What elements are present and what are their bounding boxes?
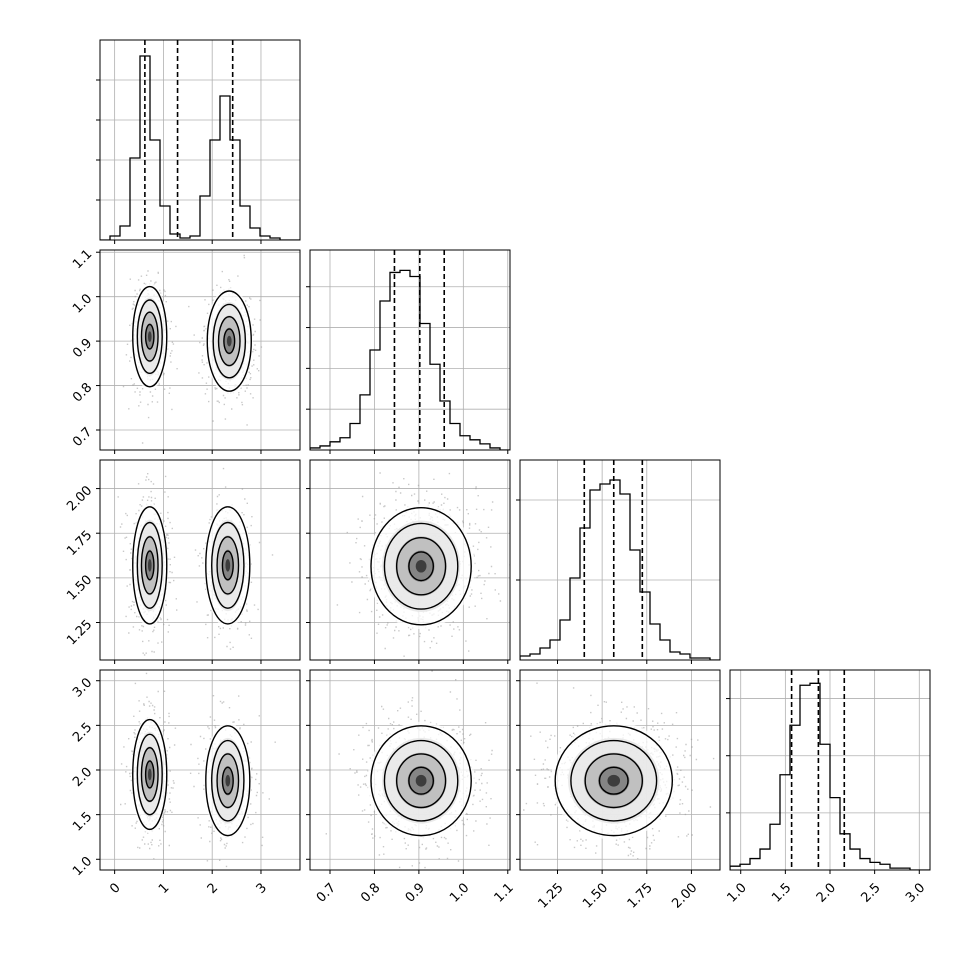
density-contour	[370, 725, 472, 837]
density-contour	[216, 753, 240, 809]
histogram-panel-0	[96, 39, 301, 244]
density-contour	[132, 285, 168, 388]
panel-frame	[309, 249, 511, 451]
density-contour	[570, 739, 658, 822]
scatter-panel-0-1	[96, 249, 301, 454]
density-level	[607, 774, 621, 787]
scatter-panel-2-3	[516, 669, 721, 874]
histogram-step-1	[310, 269, 510, 450]
density-contour	[140, 536, 159, 595]
density-contour	[221, 550, 234, 581]
density-contour	[598, 766, 629, 795]
density-contour	[216, 536, 240, 595]
density-contour	[136, 521, 163, 609]
density-contour	[205, 506, 251, 625]
panel-frame	[309, 669, 511, 871]
density-level	[226, 335, 232, 347]
histogram-step-2	[520, 479, 720, 660]
panel-frame	[519, 669, 721, 871]
density-contour	[395, 753, 447, 809]
panel-frame	[99, 249, 301, 451]
panel-frame	[99, 459, 301, 661]
density-level	[225, 774, 231, 787]
density-contour	[370, 506, 472, 626]
density-contour	[395, 536, 447, 596]
density-contour	[223, 328, 236, 355]
density-contour	[383, 522, 459, 610]
density-contour	[584, 753, 644, 809]
panel-frame	[519, 459, 721, 661]
density-contour	[144, 550, 155, 581]
density-contour	[144, 323, 155, 350]
density-contour	[206, 290, 252, 392]
density-contour	[211, 521, 245, 609]
panel-frame	[99, 669, 301, 871]
histogram-step-0	[100, 55, 300, 240]
density-contour	[136, 733, 163, 816]
density-level	[147, 331, 152, 343]
density-contour	[211, 739, 245, 822]
density-contour	[383, 739, 459, 822]
density-contour	[408, 551, 435, 582]
density-contour	[140, 746, 159, 802]
density-level	[415, 774, 427, 787]
density-contour	[217, 315, 241, 367]
histogram-panel-1	[306, 249, 511, 454]
panel-frame	[729, 669, 931, 871]
scatter-panel-1-2	[306, 459, 511, 664]
density-contour	[205, 725, 251, 837]
density-contour	[408, 766, 435, 795]
density-contour	[144, 760, 155, 789]
density-contour	[132, 718, 168, 831]
histogram-panel-2	[516, 459, 721, 664]
density-contour	[221, 766, 234, 795]
panel-frame	[309, 459, 511, 661]
scatter-panel-0-2	[96, 459, 301, 664]
scatter-panel-1-3	[306, 669, 511, 874]
density-contour	[554, 725, 674, 837]
density-contour	[132, 506, 168, 625]
density-contour	[212, 303, 247, 379]
histogram-panel-3	[726, 669, 931, 874]
density-level	[147, 559, 152, 572]
density-contour	[136, 299, 163, 375]
histogram-step-3	[730, 682, 930, 870]
density-contour	[140, 311, 159, 362]
scatter-panel-0-3	[96, 669, 301, 874]
density-level	[225, 559, 231, 572]
density-level	[415, 559, 427, 573]
panel-frame	[99, 39, 301, 241]
density-level	[147, 768, 152, 781]
